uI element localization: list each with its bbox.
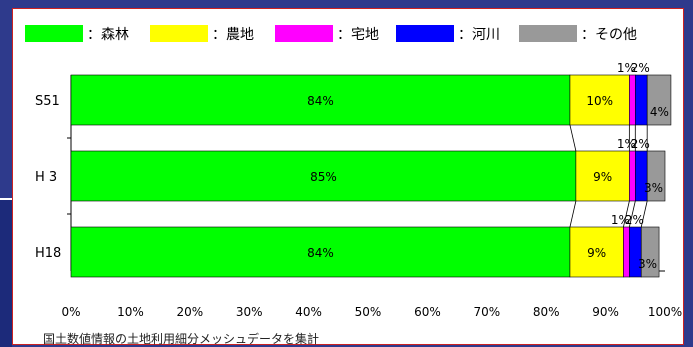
- legend-swatch-1: [25, 25, 83, 42]
- bar-1-3: [629, 74, 636, 126]
- connector-1-1: [569, 124, 577, 152]
- legend-label-2: ：農地: [212, 27, 254, 43]
- data-label-1-5: 4%: [650, 105, 669, 119]
- connector-2-2: [623, 200, 630, 228]
- data-label-2-4: 2%: [631, 137, 650, 151]
- x-tick-label-7: 60%: [414, 305, 441, 319]
- bar-2-5: [646, 150, 666, 202]
- data-label-3-1: 84%: [307, 246, 334, 260]
- data-label-1-3: 1%: [617, 61, 636, 75]
- data-label-1-1: 84%: [307, 94, 334, 108]
- bar-1-1: [70, 74, 571, 126]
- data-label-3-5: 3%: [638, 257, 657, 271]
- legend-swatch-5: [519, 25, 577, 42]
- x-tick-label-3: 20%: [176, 305, 203, 319]
- x-tick-label-5: 40%: [295, 305, 322, 319]
- x-tick-label-11: 100%: [648, 305, 682, 319]
- x-tick-label-9: 80%: [533, 305, 560, 319]
- legend-label-3: ：宅地: [337, 27, 379, 43]
- legend-swatch-2: [150, 25, 208, 42]
- data-label-2-2: 9%: [593, 170, 612, 184]
- data-label-3-3: 1%: [611, 213, 630, 227]
- connector-2-1: [569, 200, 577, 228]
- category-label-1: S51: [35, 94, 60, 109]
- bar-1-2: [569, 74, 630, 126]
- data-label-2-1: 85%: [310, 170, 337, 184]
- legend-swatch-4: [396, 25, 454, 42]
- bar-1-4: [634, 74, 648, 126]
- data-label-2-3: 1%: [617, 137, 636, 151]
- source-note: 国土数値情報の土地利用細分メッシュデータを集計: [43, 332, 320, 346]
- x-tick-label-4: 30%: [236, 305, 263, 319]
- data-label-2-5: 3%: [644, 181, 663, 195]
- sidebar-tab: [0, 198, 12, 347]
- bar-3-5: [640, 226, 660, 278]
- category-label-3: H18: [35, 246, 61, 261]
- legend-label-1: ：森林: [87, 27, 129, 43]
- bar-1-5: [646, 74, 672, 126]
- category-label-2: H 3: [35, 170, 57, 185]
- bar-2-1: [70, 150, 577, 202]
- x-tick-label-1: 0%: [61, 305, 80, 319]
- data-label-1-4: 2%: [631, 61, 650, 75]
- bar-3-1: [70, 226, 571, 278]
- x-tick-label-8: 70%: [473, 305, 500, 319]
- x-tick-label-2: 10%: [117, 305, 144, 319]
- bar-2-3: [629, 150, 636, 202]
- chart-panel: ：森林 ：農地 ：宅地 ：河川 ：その他 S51 H 3 H18 84% 10% 1% 2% 4% 85%…: [12, 8, 684, 346]
- legend-label-4: ：河川: [458, 27, 500, 43]
- legend-swatch-3: [275, 25, 333, 42]
- bar-2-2: [575, 150, 630, 202]
- bar-3-3: [623, 226, 630, 278]
- x-tick-label-10: 90%: [592, 305, 619, 319]
- data-label-3-4: 2%: [625, 213, 644, 227]
- data-label-3-2: 9%: [587, 246, 606, 260]
- x-tick-label-6: 50%: [355, 305, 382, 319]
- connector-2-3: [628, 200, 636, 228]
- data-label-1-2: 10%: [586, 94, 613, 108]
- legend-label-5: ：その他: [581, 27, 637, 43]
- connector-2-4: [640, 200, 648, 228]
- bar-3-2: [569, 226, 624, 278]
